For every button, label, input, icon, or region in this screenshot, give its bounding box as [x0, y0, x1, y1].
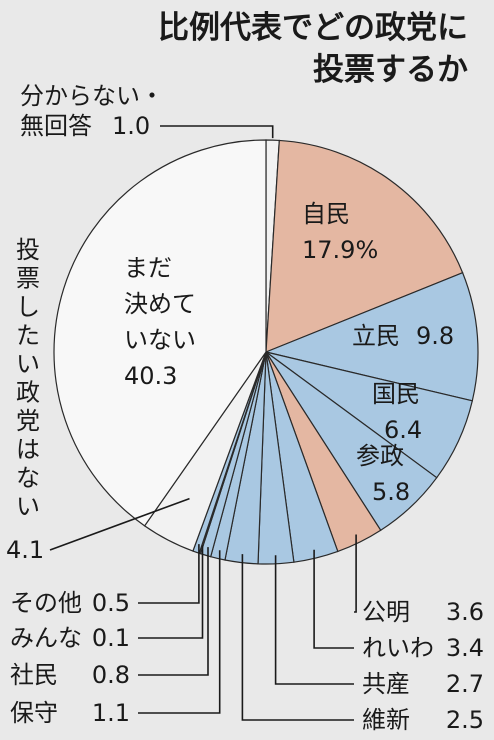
slice-value-undecided: 40.3	[124, 362, 177, 390]
leader-sdp	[138, 547, 209, 676]
leader-minna	[138, 545, 204, 639]
slice-label-unknown-0: 分からない・	[20, 82, 164, 110]
slice-value-ishin: 2.5	[446, 706, 484, 734]
slice-label-unknown-1: 無回答	[20, 112, 92, 140]
slice-value-reiwa: 3.4	[446, 634, 484, 662]
pie-slices	[53, 139, 479, 565]
slice-label-ldp: 自民	[302, 200, 350, 228]
slice-label-minna: みんな	[10, 624, 82, 652]
slice-label-other: その他	[10, 589, 82, 617]
pie-slice-cdp	[264, 271, 479, 402]
slice-value-komeito: 3.6	[446, 598, 484, 626]
leader-hoshu	[138, 550, 221, 714]
leader-reiwa	[313, 549, 354, 649]
leader-none	[49, 497, 190, 551]
slice-value-none: 4.1	[6, 536, 44, 564]
slice-value-dpfp: 6.4	[384, 416, 422, 444]
pie-slice-undecided	[53, 139, 267, 527]
slice-value-cdp: 9.8	[416, 322, 454, 350]
leader-jcp	[274, 555, 354, 685]
slice-value-jcp: 2.7	[446, 670, 484, 698]
slice-label-undecided-1: 決めて	[124, 290, 196, 318]
slice-value-hoshu: 1.1	[92, 699, 130, 727]
leader-komeito	[354, 534, 357, 613]
slice-label-none: 投票したい政党はない	[16, 236, 40, 521]
slice-value-ldp: 17.9%	[302, 236, 378, 264]
slice-label-undecided-0: まだ	[124, 254, 172, 282]
slice-label-sanseito: 参政	[356, 442, 404, 470]
slice-label-komeito: 公明	[362, 598, 410, 626]
slice-value-other: 0.5	[92, 589, 130, 617]
slice-label-cdp: 立民	[352, 322, 400, 350]
leader-other	[138, 544, 200, 604]
pie-slice-ldp	[265, 139, 464, 353]
slice-value-minna: 0.1	[92, 624, 130, 652]
slice-value-sanseito: 5.8	[372, 478, 410, 506]
slice-label-sdp: 社民	[10, 661, 58, 689]
slice-label-undecided-2: いない	[124, 326, 196, 354]
chart-title-line-1: 比例代表でどの政党に	[158, 10, 468, 46]
leader-ishin	[241, 554, 354, 721]
slice-label-hoshu: 保守	[10, 699, 58, 727]
slice-label-jcp: 共産	[362, 670, 410, 698]
leader-unknown	[160, 125, 274, 139]
chart-title-line-2: 投票するか	[313, 52, 468, 88]
slice-value-sdp: 0.8	[92, 661, 130, 689]
slice-label-dpfp: 国民	[372, 380, 420, 408]
slice-label-reiwa: れいわ	[362, 634, 434, 662]
leader-lines	[49, 125, 357, 721]
slice-label-ishin: 維新	[362, 706, 410, 734]
slice-value-unknown: 1.0	[112, 112, 150, 140]
